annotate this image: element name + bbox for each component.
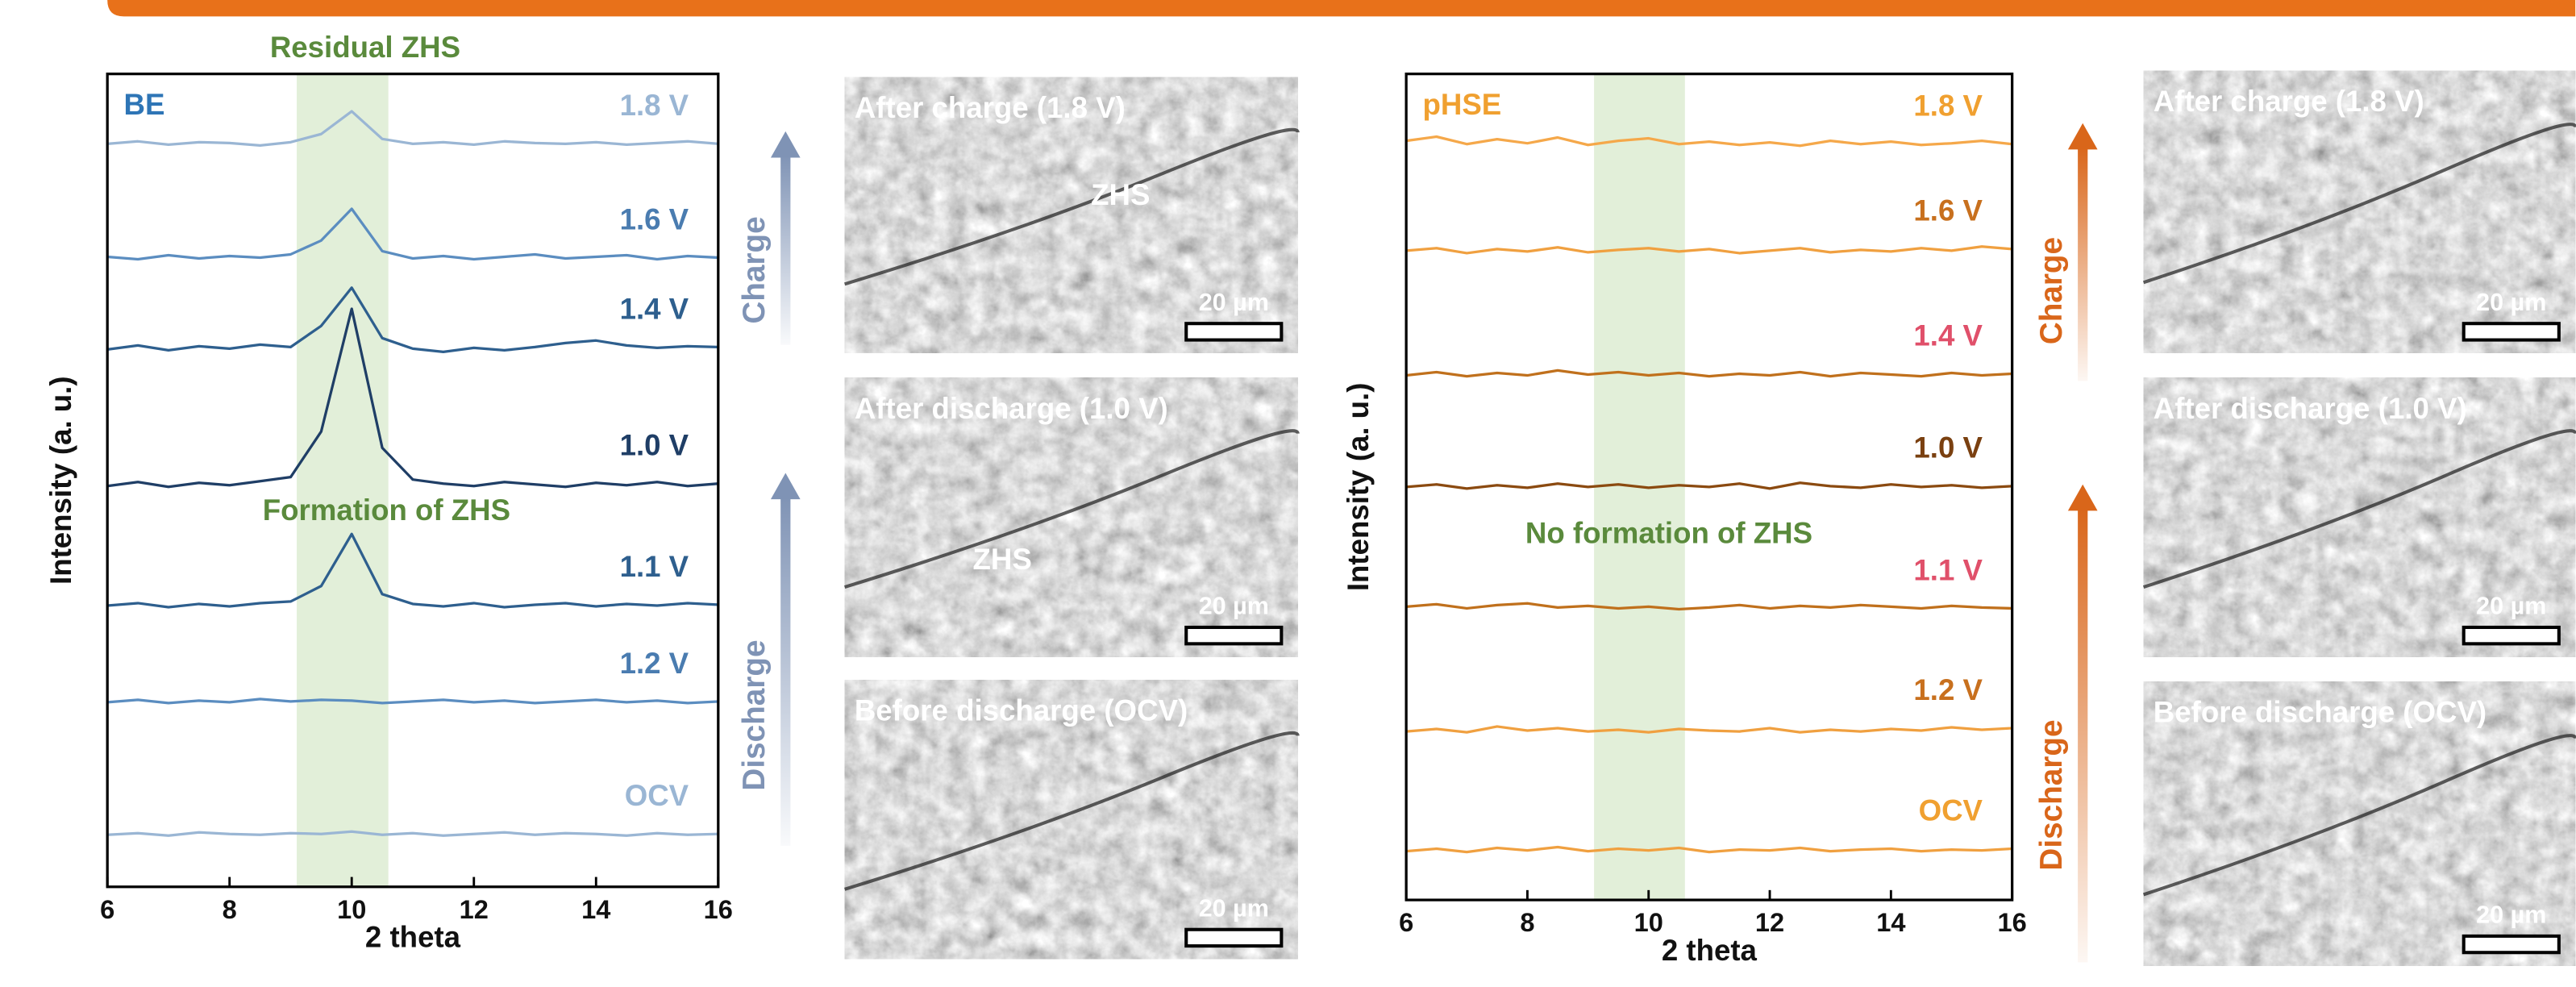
trace — [107, 831, 718, 835]
micrograph-annotation: ZHS — [972, 543, 1031, 576]
y-axis-label: Intensity (a. u.) — [1342, 383, 1375, 592]
arrow-head — [771, 131, 801, 158]
annotation: Formation of ZHS — [263, 494, 510, 527]
scale-bar-label: 20 µm — [2476, 901, 2546, 928]
arrow-head — [2068, 485, 2098, 511]
highlight-band — [297, 74, 389, 887]
micrograph-annotation: ZHS — [1091, 178, 1150, 211]
trace-label: 1.0 V — [1913, 431, 1983, 464]
trace-label: 1.4 V — [620, 292, 689, 325]
scale-bar-label: 20 µm — [1199, 593, 1269, 620]
x-tick-label: 12 — [1755, 908, 1784, 937]
trace — [1406, 483, 2012, 489]
x-tick-label: 6 — [1399, 908, 1413, 937]
trace-label: 1.8 V — [620, 89, 689, 122]
x-tick-label: 10 — [337, 895, 366, 924]
trace — [1406, 603, 2012, 609]
trace-label: OCV — [1919, 793, 1983, 827]
micrograph-title: Before discharge (OCV) — [855, 694, 1188, 727]
x-axis-label: 2 theta — [1662, 934, 1758, 967]
x-axis-label: 2 theta — [365, 921, 461, 954]
arrow-label: Discharge — [2034, 719, 2069, 870]
y-axis-label: Intensity (a. u.) — [44, 376, 77, 585]
arrow-head — [2068, 123, 2098, 150]
arrow-head — [771, 473, 801, 500]
trace-label: 1.1 V — [620, 550, 689, 583]
top-bar — [107, 0, 2575, 16]
trace-label: 1.1 V — [1913, 553, 1983, 586]
arrow-shaft — [2078, 507, 2087, 962]
scale-bar — [1186, 930, 1281, 946]
scale-bar — [1186, 627, 1281, 643]
trace — [1406, 727, 2012, 732]
arrow-label: Charge — [737, 216, 772, 323]
arrow-label: Discharge — [737, 640, 772, 791]
x-tick-label: 8 — [223, 895, 237, 924]
trace-label: 1.0 V — [620, 429, 689, 462]
x-tick-label: 6 — [100, 895, 114, 924]
page: {"chart_data": [ {"type": "line", "panel… — [0, 0, 2576, 987]
scale-bar-label: 20 µm — [2476, 289, 2546, 316]
trace-label: 1.8 V — [1913, 90, 1983, 123]
scale-bar — [1186, 323, 1281, 339]
scale-bar — [2464, 936, 2559, 952]
trace-label: 1.2 V — [1913, 673, 1983, 706]
micrograph-title: After charge (1.8 V) — [855, 91, 1126, 124]
scale-bar-label: 20 µm — [1199, 894, 1269, 922]
x-tick-label: 16 — [704, 895, 733, 924]
arrow-shaft — [780, 496, 790, 846]
annotation: Residual ZHS — [270, 31, 460, 64]
panel-label: pHSE — [1423, 88, 1502, 121]
x-tick-label: 14 — [581, 895, 610, 924]
arrow-shaft — [780, 154, 790, 344]
scale-bar-label: 20 µm — [2476, 593, 2546, 620]
trace — [1406, 247, 2012, 253]
micrograph-title: After charge (1.8 V) — [2154, 85, 2424, 118]
micrograph-title: Before discharge (OCV) — [2154, 696, 2487, 729]
arrow-shaft — [2078, 146, 2087, 381]
trace — [1406, 370, 2012, 376]
x-tick-label: 16 — [1998, 908, 2027, 937]
annotation: No formation of ZHS — [1525, 517, 1812, 550]
arrow-label: Charge — [2034, 237, 2069, 344]
scale-bar — [2464, 323, 2559, 339]
trace — [1406, 137, 2012, 146]
scale-bar — [2464, 627, 2559, 643]
micrograph-title: After discharge (1.0 V) — [2154, 392, 2467, 425]
trace-label: 1.6 V — [1913, 194, 1983, 227]
figure: 1.8 V 1.6 V 1.4 V 1.0 V 1.1 V 1.2 V OCV 6 8 10 12 1… — [0, 0, 2576, 987]
trace-label: 1.4 V — [1913, 319, 1983, 352]
x-tick-label: 8 — [1520, 908, 1534, 937]
x-tick-label: 14 — [1876, 908, 1905, 937]
x-tick-label: 10 — [1634, 908, 1663, 937]
scale-bar-label: 20 µm — [1199, 289, 1269, 316]
x-tick-label: 12 — [460, 895, 489, 924]
trace — [1406, 847, 2012, 852]
trace-label: 1.2 V — [620, 647, 689, 680]
trace-label: 1.6 V — [620, 202, 689, 235]
micrograph-title: After discharge (1.0 V) — [855, 392, 1168, 425]
trace — [107, 699, 718, 703]
panel-label: BE — [124, 88, 165, 121]
trace-label: OCV — [625, 779, 689, 812]
